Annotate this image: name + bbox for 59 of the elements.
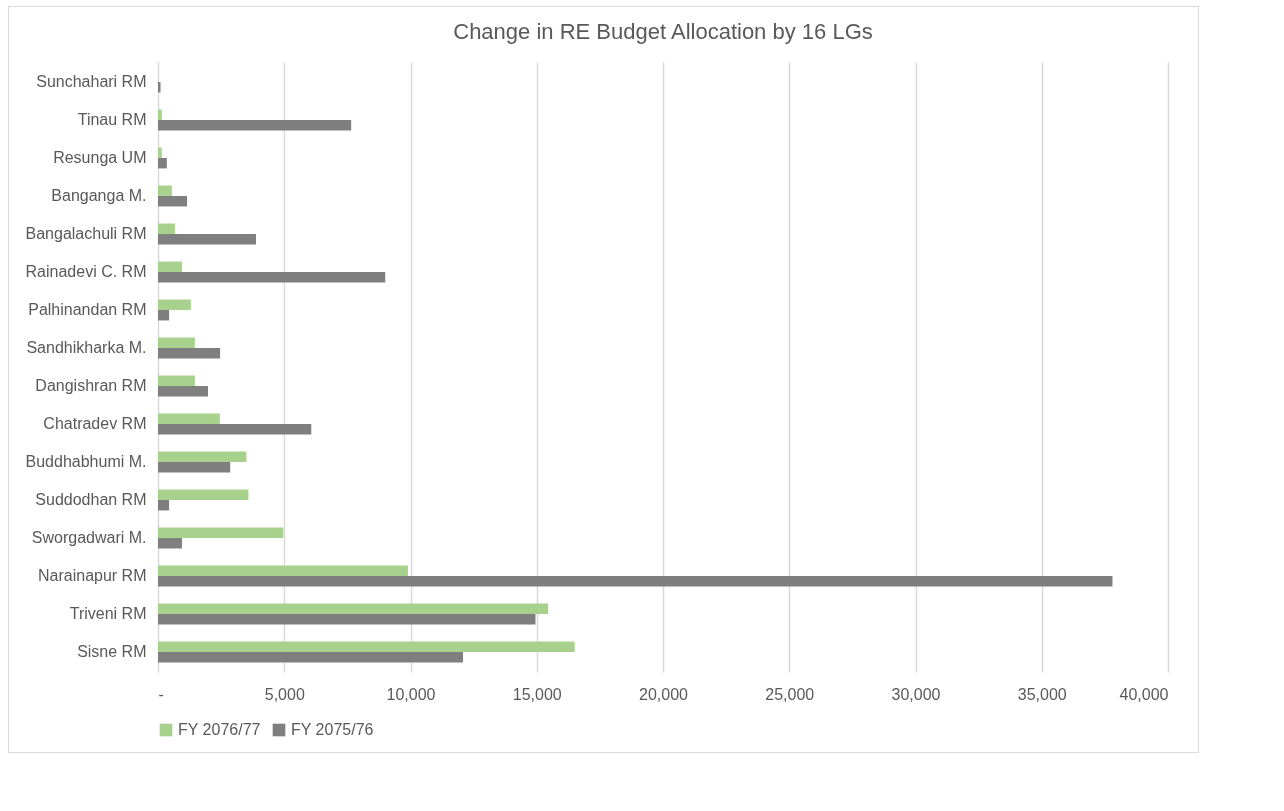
bar: [158, 223, 175, 234]
y-tick-label: Buddhabhumi M.: [25, 453, 147, 471]
bar: [158, 603, 549, 615]
bar: [158, 652, 464, 663]
x-tick-label: 35,000: [1017, 685, 1067, 703]
bar: [158, 81, 161, 93]
x-tick-label: 10,000: [386, 685, 436, 703]
x-tick-label: 30,000: [891, 685, 941, 703]
y-tick-label: Sandhikharka M.: [26, 339, 147, 356]
bar: [158, 147, 162, 158]
bar: [158, 195, 188, 207]
y-tick-label: Bangalachuli RM: [25, 224, 147, 242]
bar: [158, 233, 256, 245]
bar: [158, 299, 191, 310]
legend-label: FY 2075/76: [291, 721, 374, 738]
bar: [158, 641, 575, 653]
bar: [158, 451, 247, 463]
bar: [158, 261, 182, 272]
bar: [158, 109, 162, 120]
x-tick-label: 5,000: [264, 685, 305, 703]
y-tick-label: Narainapur RM: [38, 567, 147, 585]
bar: [158, 386, 208, 397]
bar: [158, 413, 220, 425]
bar: [158, 538, 182, 549]
bar: [158, 271, 386, 283]
bar: [158, 489, 249, 501]
y-tick-label: Dangishran RM: [35, 377, 147, 394]
bar: [158, 309, 170, 321]
x-tick-label: 15,000: [512, 685, 562, 703]
bar: [158, 157, 167, 169]
y-tick-label: Triveni RM: [69, 605, 147, 623]
y-tick-label: Suddodhan RM: [35, 491, 147, 509]
y-tick-label: Sworgadwari M.: [31, 529, 147, 547]
bar: [158, 527, 284, 539]
bar: [158, 424, 312, 435]
bar: [158, 500, 170, 511]
chart-title: Change in RE Budget Allocation by 16 LGs: [453, 19, 873, 44]
bar: [158, 462, 231, 473]
y-tick-label: Tinau RM: [77, 110, 147, 128]
x-tick-label: -: [158, 685, 164, 703]
bar: [158, 576, 1113, 587]
bar: [158, 348, 221, 359]
y-tick-label: Resunga UM: [53, 148, 147, 166]
y-tick-label: Palhinandan RM: [28, 300, 147, 318]
bar: [158, 337, 195, 348]
bar: [158, 119, 352, 131]
bar: [158, 185, 172, 196]
bar: [158, 565, 408, 577]
x-tick-label: 20,000: [639, 685, 689, 703]
x-tick-label: 25,000: [765, 685, 815, 703]
y-tick-label: Rainadevi C. RM: [25, 262, 147, 280]
legend-label: FY 2076/77: [178, 721, 261, 738]
bar: [158, 375, 195, 386]
y-tick-label: Sunchahari RM: [36, 72, 147, 90]
y-tick-label: Banganga M.: [51, 186, 147, 204]
x-tick-label: 40,000: [1119, 685, 1169, 703]
y-tick-label: Sisne RM: [77, 643, 147, 661]
bar: [158, 614, 536, 625]
y-tick-label: Chatradev RM: [43, 415, 147, 433]
